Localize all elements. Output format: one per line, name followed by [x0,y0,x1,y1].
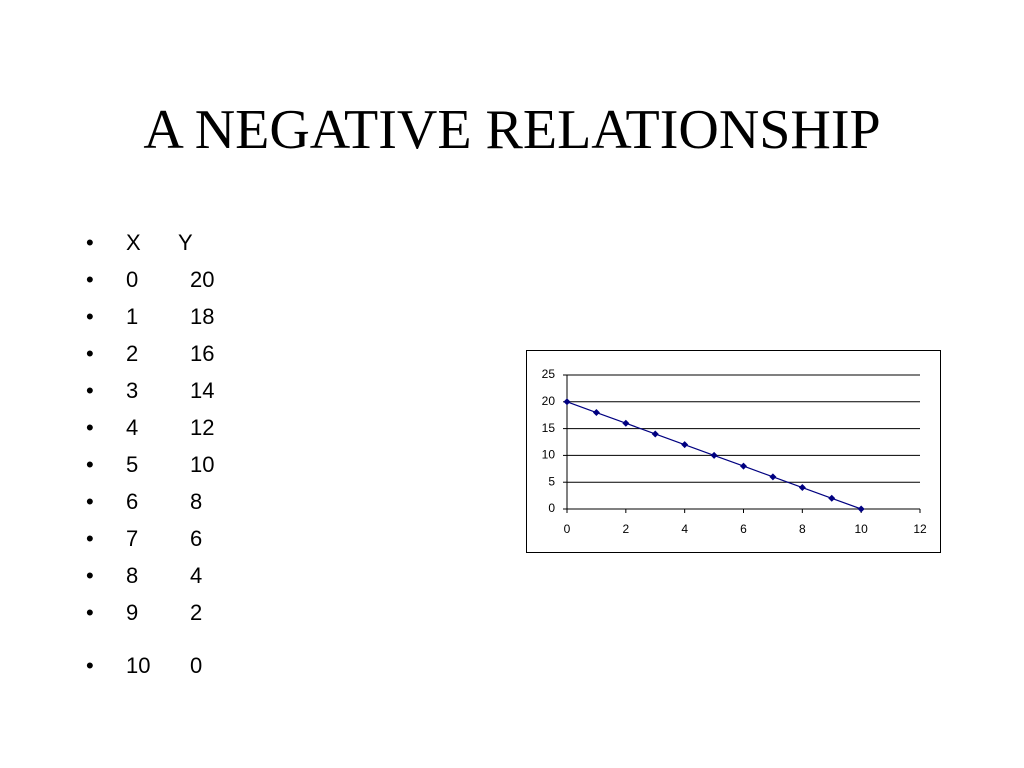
column-header: X [126,230,141,255]
y-tick-label: 5 [548,474,555,488]
list-cell: 6 [126,489,139,514]
data-point [857,505,865,513]
data-point [563,398,571,406]
list-cell: 20 [190,267,215,292]
list-cell: 14 [190,378,215,403]
list-cell: 18 [190,304,215,329]
list-cell: 2 [126,341,139,366]
x-tick-label: 8 [799,522,806,536]
chart-frame [526,350,941,553]
y-tick-label: 15 [542,421,556,435]
list-cell: 3 [126,378,139,403]
y-tick-label: 25 [542,367,556,381]
list-cell: 8 [190,489,203,514]
data-point [681,441,689,449]
list-cell: 5 [126,452,139,477]
list-cell: 2 [190,600,203,625]
list-cell: 12 [190,415,215,440]
data-point [828,494,836,502]
x-tick-label: 6 [740,522,747,536]
data-point [651,430,659,438]
list-cell: 4 [190,563,203,588]
list-cell: 10 [190,452,215,477]
slide-title: A NEGATIVE RELATIONSHIP [143,99,881,161]
list-cell: 4 [126,415,139,440]
y-tick-label: 0 [548,501,555,515]
x-tick-label: 2 [622,522,629,536]
x-tick-label: 12 [913,522,927,536]
y-tick-label: 10 [542,448,556,462]
list-cell: 7 [126,526,139,551]
data-point [769,473,777,481]
x-tick-label: 4 [681,522,688,536]
list-cell: 9 [126,600,139,625]
x-tick-label: 10 [854,522,868,536]
list-cell: 10 [126,653,151,678]
x-tick-label: 0 [564,522,571,536]
list-cell: 0 [126,267,139,292]
data-point [622,419,630,427]
list-cell: 0 [190,653,203,678]
list-cell: 6 [190,526,203,551]
list-cell: 1 [126,304,139,329]
data-point [740,462,747,470]
data-point [592,409,600,417]
list-cell: 16 [190,341,215,366]
column-header: Y [178,230,193,255]
data-point [710,451,718,459]
list-cell: 8 [126,563,139,588]
y-tick-label: 20 [542,394,556,408]
data-point [798,484,806,492]
